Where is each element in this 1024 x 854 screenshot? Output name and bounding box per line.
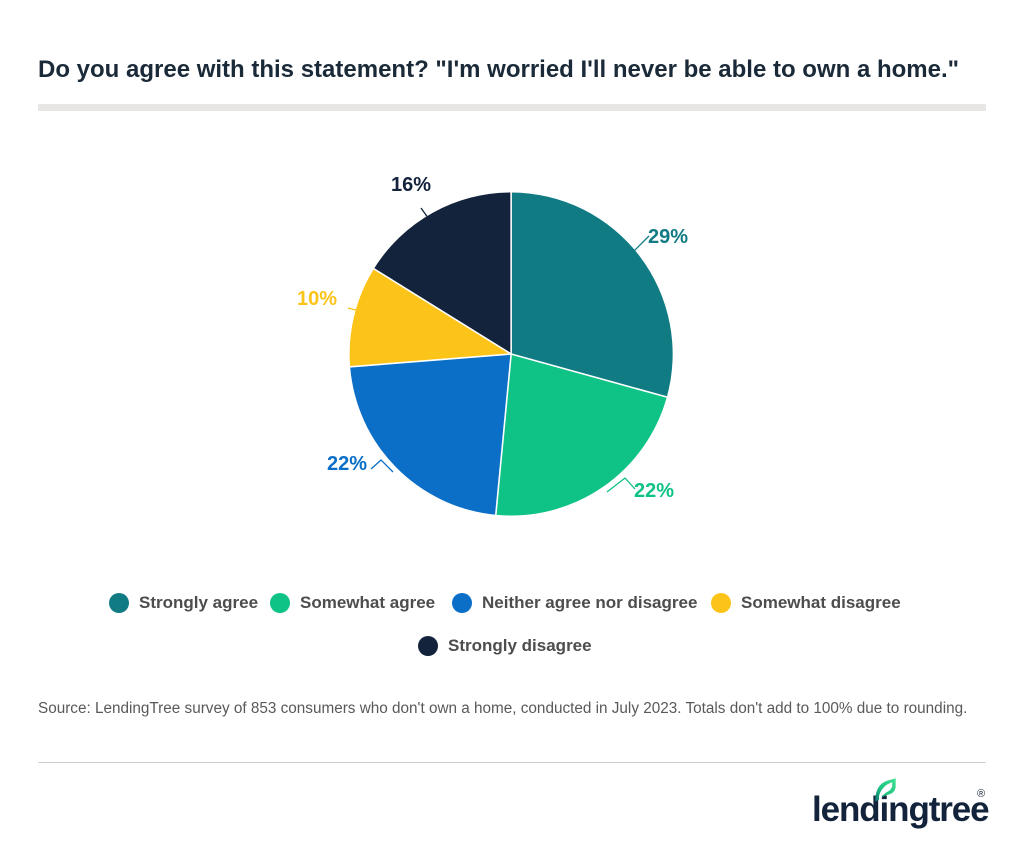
svg-text:®: ® [977,788,985,800]
svg-text:lendingtree: lendingtree [812,790,989,829]
